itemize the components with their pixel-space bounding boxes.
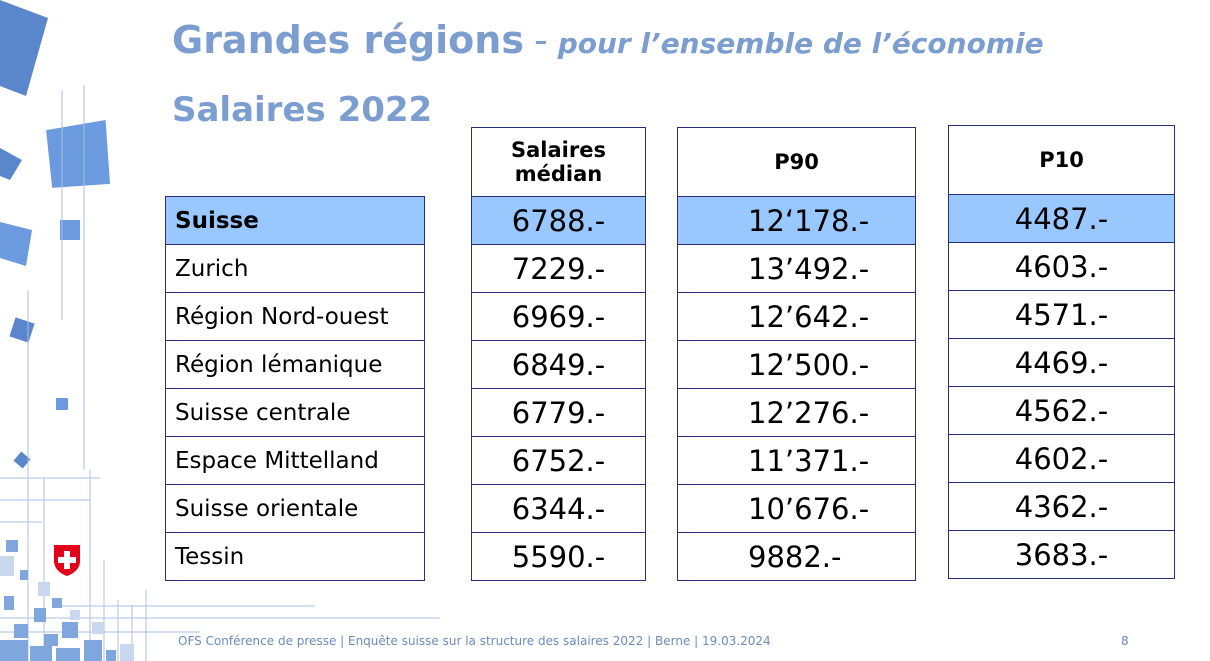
table-row: 6849.- — [471, 340, 646, 389]
table-row: 4362.- — [948, 482, 1175, 531]
footer-text: OFS Conférence de presse | Enquête suiss… — [178, 634, 771, 648]
p10-header: P10 — [948, 125, 1175, 195]
table-row: 4469.- — [948, 338, 1175, 387]
table-row: Suisse orientale — [165, 484, 425, 533]
p10-cell: 4603.- — [948, 242, 1175, 291]
p90-table: P90 12‘178.- 13’492.- 12’642.- 12’500.- 12’2… — [677, 127, 916, 581]
table-row: 13’492.- — [677, 244, 916, 293]
p90-cell: 13’492.- — [677, 244, 916, 293]
region-cell: Région Nord-ouest — [165, 292, 425, 341]
median-table: Salaires médian 6788.- 7229.- 6969.- 6849.-… — [471, 127, 646, 581]
table-row: 6788.- — [471, 196, 646, 245]
table-row: 12’500.- — [677, 340, 916, 389]
table-row: 12’276.- — [677, 388, 916, 437]
p90-cell: 12’642.- — [677, 292, 916, 341]
table-row: 4562.- — [948, 386, 1175, 435]
median-cell: 6752.- — [471, 436, 646, 485]
table-row: Suisse centrale — [165, 388, 425, 437]
p10-cell: 4602.- — [948, 434, 1175, 483]
title-subtitle: pour l’ensemble de l’économie — [557, 27, 1044, 60]
table-row: Espace Mittelland — [165, 436, 425, 485]
table-row: 3683.- — [948, 530, 1175, 579]
title-dash: - — [533, 18, 548, 62]
table-row: 5590.- — [471, 532, 646, 581]
table-row: 4487.- — [948, 194, 1175, 243]
p10-cell: 3683.- — [948, 530, 1175, 579]
table-row: 10’676.- — [677, 484, 916, 533]
region-cell: Suisse centrale — [165, 388, 425, 437]
median-cell: 5590.- — [471, 532, 646, 581]
table-row: 4603.- — [948, 242, 1175, 291]
table-row: 6344.- — [471, 484, 646, 533]
median-cell: 6788.- — [471, 196, 646, 245]
p90-cell: 11’371.- — [677, 436, 916, 485]
swiss-cross-icon — [54, 545, 80, 576]
p90-cell: 12’276.- — [677, 388, 916, 437]
p90-cell: 10’676.- — [677, 484, 916, 533]
region-cell: Tessin — [165, 532, 425, 581]
page-number: 8 — [1121, 634, 1129, 648]
region-table: Suisse Zurich Région Nord-ouest Région léma… — [165, 196, 425, 581]
p10-cell: 4562.- — [948, 386, 1175, 435]
median-cell: 7229.- — [471, 244, 646, 293]
median-header: Salaires médian — [471, 127, 646, 197]
table-row: 6779.- — [471, 388, 646, 437]
table-row: 12’642.- — [677, 292, 916, 341]
table-row: Région Nord-ouest — [165, 292, 425, 341]
page-title: Grandes régions - pour l’ensemble de l’éco… — [172, 14, 1044, 70]
median-cell: 6344.- — [471, 484, 646, 533]
table-row: 6752.- — [471, 436, 646, 485]
table-row: Région lémanique — [165, 340, 425, 389]
region-cell: Région lémanique — [165, 340, 425, 389]
decorative-squares — [0, 0, 440, 661]
table-row: Suisse — [165, 196, 425, 245]
table-row: 11’371.- — [677, 436, 916, 485]
p90-header: P90 — [677, 127, 916, 197]
p10-cell: 4487.- — [948, 194, 1175, 243]
p10-cell: 4469.- — [948, 338, 1175, 387]
table-row: 12‘178.- — [677, 196, 916, 245]
title-main: Grandes régions — [172, 18, 524, 62]
p90-cell: 12‘178.- — [677, 196, 916, 245]
table-row: 4571.- — [948, 290, 1175, 339]
region-cell: Suisse orientale — [165, 484, 425, 533]
region-cell: Espace Mittelland — [165, 436, 425, 485]
p10-cell: 4571.- — [948, 290, 1175, 339]
page-subtitle: Salaires 2022 — [172, 90, 433, 130]
table-row: 4602.- — [948, 434, 1175, 483]
p90-cell: 9882.- — [677, 532, 916, 581]
median-cell: 6969.- — [471, 292, 646, 341]
region-cell: Suisse — [165, 196, 425, 245]
p90-cell: 12’500.- — [677, 340, 916, 389]
p10-cell: 4362.- — [948, 482, 1175, 531]
table-row: 9882.- — [677, 532, 916, 581]
median-cell: 6779.- — [471, 388, 646, 437]
median-cell: 6849.- — [471, 340, 646, 389]
region-cell: Zurich — [165, 244, 425, 293]
table-row: 7229.- — [471, 244, 646, 293]
table-row: 6969.- — [471, 292, 646, 341]
p10-table: P10 4487.- 4603.- 4571.- 4469.- 4562.- 4602.-… — [948, 125, 1175, 579]
table-row: Zurich — [165, 244, 425, 293]
table-row: Tessin — [165, 532, 425, 581]
